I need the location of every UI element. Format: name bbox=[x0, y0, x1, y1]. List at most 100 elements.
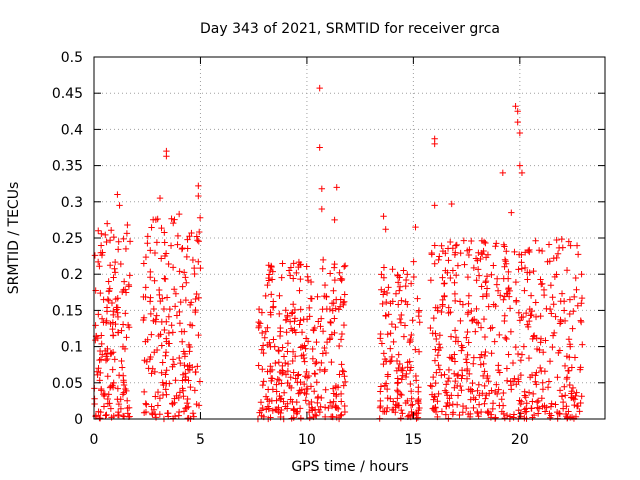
data-point bbox=[295, 371, 302, 378]
grid-lines bbox=[94, 57, 605, 419]
data-point bbox=[191, 264, 198, 272]
data-point bbox=[482, 348, 489, 356]
data-point bbox=[396, 315, 404, 323]
data-point bbox=[179, 371, 187, 378]
data-point bbox=[177, 298, 184, 306]
data-point bbox=[530, 390, 537, 398]
data-point bbox=[341, 402, 348, 410]
data-point bbox=[289, 357, 296, 365]
data-point bbox=[495, 386, 502, 393]
data-point bbox=[106, 237, 114, 244]
data-point bbox=[428, 251, 435, 258]
data-point bbox=[267, 363, 274, 370]
data-point bbox=[111, 356, 118, 363]
data-point bbox=[333, 184, 340, 191]
data-point bbox=[107, 350, 114, 358]
data-point bbox=[431, 393, 438, 400]
data-point bbox=[408, 331, 415, 339]
data-point bbox=[474, 257, 481, 264]
data-point bbox=[475, 401, 483, 408]
data-point bbox=[333, 391, 340, 398]
data-point bbox=[533, 381, 540, 388]
data-point bbox=[456, 298, 464, 305]
data-point bbox=[312, 360, 319, 367]
data-point bbox=[407, 402, 415, 409]
data-point bbox=[458, 387, 465, 394]
data-point bbox=[259, 366, 266, 373]
y-tick-label: 0.25 bbox=[52, 231, 83, 247]
data-point bbox=[558, 392, 566, 400]
data-point bbox=[473, 305, 480, 313]
data-point bbox=[547, 403, 555, 410]
data-point bbox=[111, 265, 118, 272]
data-point bbox=[295, 390, 302, 397]
data-point bbox=[195, 258, 202, 265]
data-point bbox=[488, 271, 495, 278]
y-tick-label: 0.2 bbox=[61, 267, 83, 283]
data-point bbox=[264, 368, 271, 375]
data-point bbox=[290, 405, 297, 413]
data-point bbox=[111, 269, 119, 276]
data-point bbox=[189, 410, 197, 417]
data-point bbox=[552, 313, 559, 320]
data-point bbox=[447, 274, 454, 282]
data-point bbox=[331, 276, 339, 284]
data-point bbox=[183, 399, 191, 407]
data-point bbox=[297, 344, 304, 351]
data-point bbox=[294, 379, 301, 386]
data-point bbox=[255, 362, 262, 369]
data-point bbox=[309, 407, 316, 414]
data-point bbox=[382, 312, 389, 319]
data-point bbox=[104, 373, 111, 380]
data-point bbox=[526, 248, 533, 256]
data-point bbox=[483, 273, 491, 280]
data-point bbox=[479, 372, 487, 380]
data-point bbox=[387, 330, 394, 337]
data-point bbox=[111, 258, 119, 266]
data-point bbox=[532, 313, 540, 321]
data-point bbox=[415, 348, 423, 355]
data-point bbox=[279, 368, 287, 376]
data-point bbox=[566, 310, 573, 318]
data-point bbox=[537, 335, 545, 342]
data-point bbox=[493, 281, 501, 288]
data-point bbox=[566, 354, 573, 361]
data-point bbox=[97, 414, 104, 422]
data-point bbox=[148, 409, 156, 417]
data-point bbox=[335, 306, 343, 313]
data-point bbox=[267, 343, 274, 350]
data-point bbox=[91, 400, 98, 408]
data-point bbox=[430, 405, 438, 412]
data-point bbox=[173, 312, 181, 319]
data-point bbox=[444, 377, 452, 385]
data-point bbox=[168, 400, 176, 407]
data-point bbox=[549, 332, 557, 339]
data-point bbox=[185, 377, 192, 384]
data-point bbox=[193, 233, 200, 240]
data-point bbox=[303, 263, 310, 270]
data-point bbox=[103, 304, 111, 311]
data-point bbox=[557, 316, 564, 324]
data-point bbox=[293, 410, 301, 417]
data-point bbox=[454, 371, 462, 378]
data-point bbox=[548, 310, 555, 317]
data-point bbox=[432, 379, 439, 387]
data-point bbox=[518, 169, 526, 177]
data-point bbox=[291, 353, 299, 360]
data-point bbox=[550, 255, 557, 262]
chart-title: Day 343 of 2021, SRMTID for receiver grc… bbox=[200, 21, 500, 37]
data-point bbox=[467, 386, 474, 393]
data-point bbox=[318, 394, 325, 402]
data-point bbox=[400, 267, 407, 274]
data-point bbox=[298, 329, 306, 336]
data-point bbox=[521, 264, 529, 272]
data-point bbox=[380, 274, 388, 281]
data-point bbox=[578, 393, 585, 400]
data-point bbox=[436, 366, 444, 373]
data-point bbox=[448, 200, 455, 208]
data-point bbox=[332, 404, 339, 411]
data-point bbox=[313, 358, 320, 366]
data-point bbox=[154, 388, 162, 396]
data-point bbox=[276, 310, 283, 318]
data-point bbox=[114, 329, 122, 336]
